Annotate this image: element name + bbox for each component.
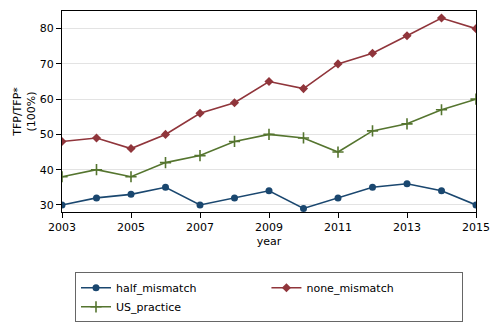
svg-text:80: 80 xyxy=(40,22,54,35)
svg-text:70: 70 xyxy=(40,58,54,71)
svg-text:30: 30 xyxy=(40,199,54,212)
svg-text:half_mismatch: half_mismatch xyxy=(116,282,196,295)
svg-text:TFP/TFP*(100%): TFP/TFP*(100%) xyxy=(11,87,38,137)
svg-text:2005: 2005 xyxy=(117,221,145,234)
svg-text:2013: 2013 xyxy=(393,221,421,234)
svg-text:60: 60 xyxy=(40,93,54,106)
svg-text:2015: 2015 xyxy=(462,221,490,234)
svg-text:2007: 2007 xyxy=(186,221,214,234)
svg-text:US_practice: US_practice xyxy=(116,301,181,314)
svg-text:2011: 2011 xyxy=(324,221,352,234)
svg-text:none_mismatch: none_mismatch xyxy=(306,282,393,295)
svg-text:40: 40 xyxy=(40,164,54,177)
svg-text:year: year xyxy=(257,235,282,248)
svg-text:2003: 2003 xyxy=(48,221,76,234)
svg-text:50: 50 xyxy=(40,128,54,141)
svg-text:2009: 2009 xyxy=(255,221,283,234)
